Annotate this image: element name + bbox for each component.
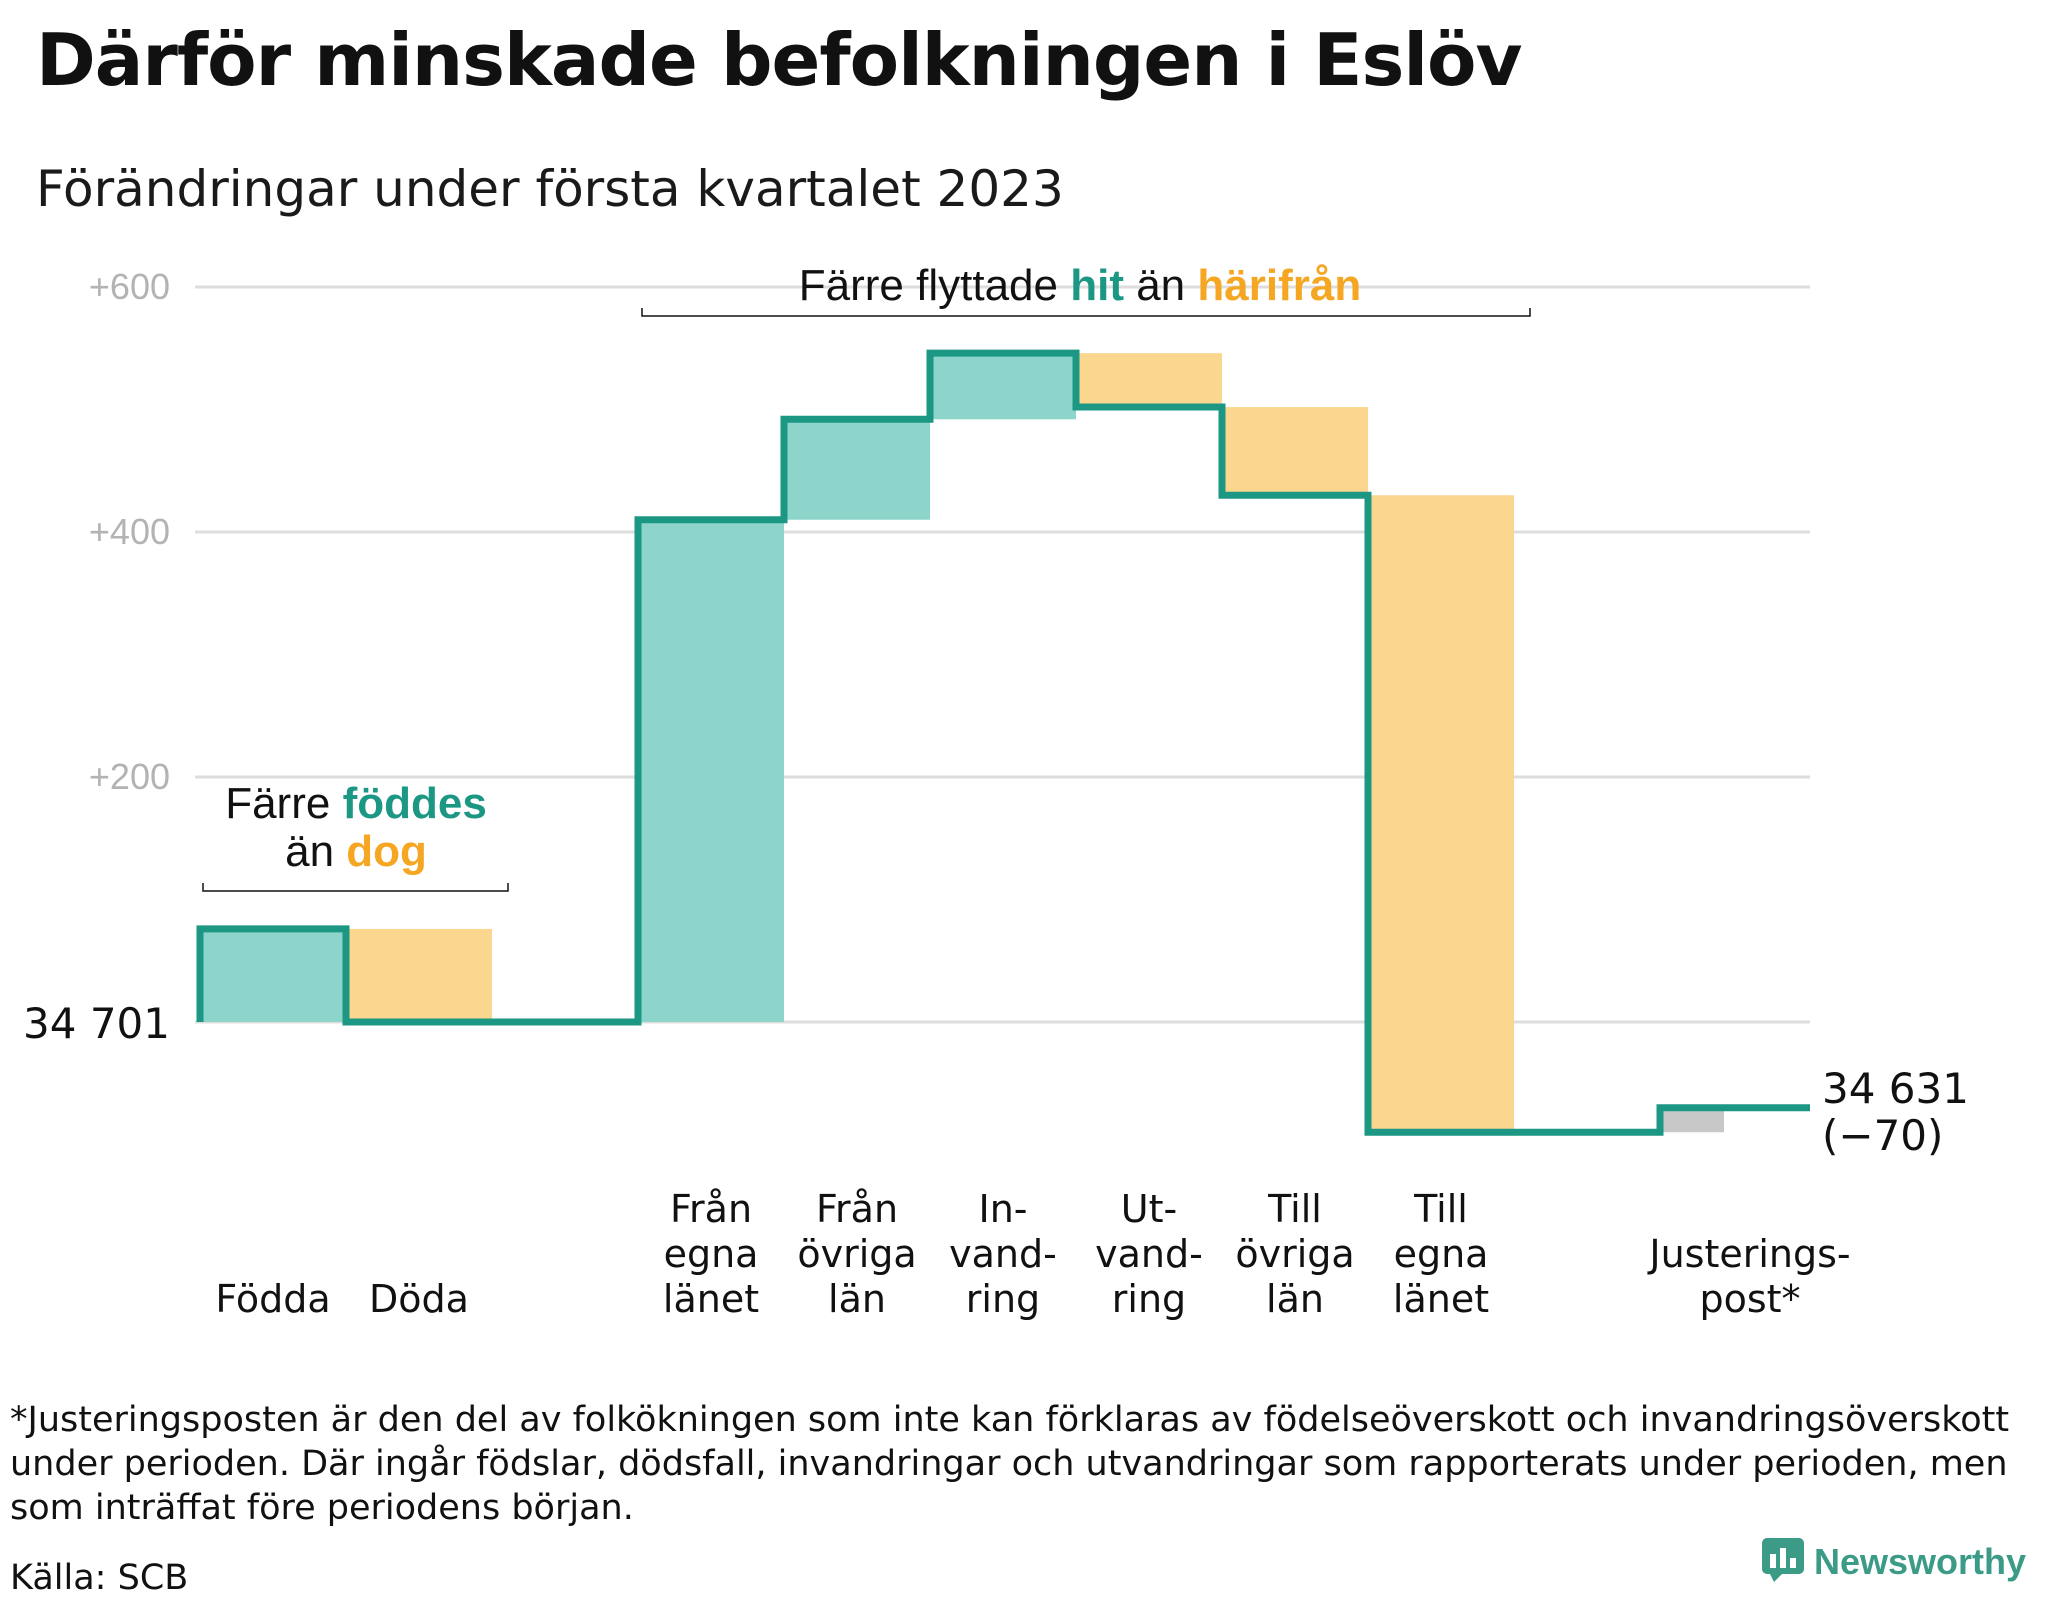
bar-fran-ovriga — [784, 419, 930, 520]
y-axis-ticks: +600 +400 +200 — [89, 266, 170, 797]
bar-till-egna — [1368, 495, 1514, 1133]
newsworthy-logo-icon — [1761, 1538, 1804, 1586]
brand-name: Newsworthy — [1813, 1541, 2026, 1582]
annotation-migration-bracket — [641, 308, 1531, 317]
bar-doda — [346, 928, 492, 1022]
end-value-label: 34 631 — [1822, 1064, 1969, 1113]
start-value-label: 34 701 — [23, 999, 170, 1048]
category-label-utvandring: vand- — [1095, 1232, 1203, 1276]
y-tick-label: +400 — [89, 511, 170, 552]
step-line-layer — [196, 349, 1810, 1136]
category-label-justering: Justerings- — [1647, 1232, 1850, 1276]
bar-fran-egna — [638, 519, 784, 1022]
category-label-till-egna: egna — [1394, 1232, 1489, 1276]
category-label-fran-ovriga: län — [828, 1277, 886, 1321]
category-label-fran-ovriga: Från — [816, 1187, 898, 1231]
bar-justering — [1662, 1107, 1724, 1133]
y-tick-label: +200 — [89, 756, 170, 797]
category-label-invandring: In- — [978, 1187, 1027, 1231]
bar-fodda — [200, 928, 346, 1022]
category-label-fodda: Födda — [215, 1277, 330, 1321]
category-label-fran-ovriga: övriga — [797, 1232, 916, 1276]
bar-invandring — [930, 353, 1076, 420]
bar-utvandring — [1076, 353, 1222, 408]
y-tick-label: +600 — [89, 266, 170, 307]
category-label-invandring: vand- — [949, 1232, 1057, 1276]
category-label-fran-egna: länet — [663, 1277, 759, 1321]
category-label-justering: post* — [1699, 1277, 1800, 1321]
step-line — [196, 349, 1810, 1136]
annotation-births-bracket — [202, 883, 509, 892]
category-label-till-ovriga: övriga — [1235, 1232, 1354, 1276]
brand[interactable]: Newsworthy — [1761, 1538, 2026, 1586]
end-change-label: (−70) — [1822, 1111, 1943, 1160]
chart-title: Därför minskade befolkningen i Eslöv — [36, 18, 1522, 102]
value-labels: 34 701 34 631(−70) — [23, 999, 1969, 1160]
annotation-migration-line: Färre flyttade hit än härifrån — [799, 261, 1361, 310]
bars — [200, 353, 1724, 1133]
category-label-fran-egna: Från — [670, 1187, 752, 1231]
annotation-births-line-1: Färre föddes — [225, 779, 487, 828]
category-label-utvandring: ring — [1112, 1277, 1186, 1321]
category-label-till-egna: Till — [1413, 1187, 1468, 1231]
category-labels: Födda DödaFrånegnalänetFrånövrigalänIn-va… — [215, 1187, 1850, 1321]
category-label-till-egna: länet — [1393, 1277, 1489, 1321]
category-label-till-ovriga: län — [1266, 1277, 1324, 1321]
source-note: Källa: SCB — [10, 1558, 189, 1598]
bar-till-ovriga — [1222, 407, 1368, 496]
chart-subtitle: Förändringar under första kvartalet 2023 — [36, 160, 1064, 218]
category-label-fran-egna: egna — [664, 1232, 759, 1276]
category-label-doda: Döda — [369, 1277, 469, 1321]
annotation-births-line-2: än dog — [285, 827, 427, 876]
category-label-till-ovriga: Till — [1267, 1187, 1322, 1231]
category-label-invandring: ring — [966, 1277, 1040, 1321]
category-label-utvandring: Ut- — [1121, 1187, 1177, 1231]
footnote: *Justeringsposten är den del av folkökni… — [10, 1400, 2010, 1528]
